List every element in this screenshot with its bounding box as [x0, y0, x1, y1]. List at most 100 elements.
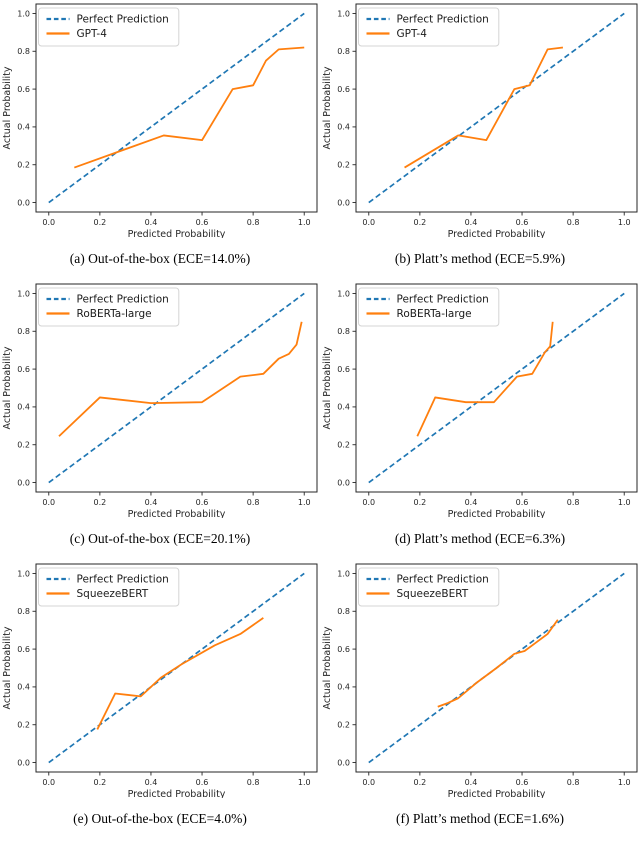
axis-ticks: 0.0 0.2 0.4 0.6 0.8 1.0 0.0 0.2 0.4 0.6 0.8 1.0 — [337, 289, 630, 507]
x-tick-label: 0.8 — [567, 498, 580, 507]
legend-label: RoBERTa-large — [397, 308, 472, 320]
legend-label: Perfect Prediction — [77, 14, 169, 26]
x-tick-label: 1.0 — [618, 498, 631, 507]
y-tick-label: 1.0 — [17, 9, 30, 18]
axes-spines — [355, 283, 638, 493]
y-axis-label: Actual Probability — [2, 346, 13, 429]
y-tick-label: 0.0 — [337, 758, 350, 767]
x-tick-label: 0.0 — [362, 498, 375, 507]
y-tick-label: 0.8 — [17, 47, 30, 56]
y-tick-label: 0.2 — [337, 441, 350, 450]
model-calibration-line — [404, 46, 564, 169]
perfect-prediction-line — [368, 292, 625, 484]
legend-label: RoBERTa-large — [77, 308, 152, 320]
panel-e: 0.0 0.2 0.4 0.6 0.8 1.0 0.0 0.2 0.4 0.6 0.8 1.0 Pred… — [0, 560, 320, 840]
x-tick-label: 0.8 — [567, 218, 580, 227]
x-tick-label: 0.4 — [145, 218, 158, 227]
x-tick-label: 0.4 — [465, 218, 478, 227]
y-tick-label: 0.2 — [17, 161, 30, 170]
x-tick-label: 0.6 — [196, 778, 209, 787]
x-tick-label: 0.4 — [465, 778, 478, 787]
x-tick-label: 1.0 — [618, 218, 631, 227]
x-tick-label: 0.6 — [516, 218, 529, 227]
x-tick-label: 0.8 — [247, 498, 260, 507]
x-axis-label: Predicted Probability — [448, 229, 546, 238]
y-tick-label: 0.0 — [17, 198, 30, 207]
legend: Perfect Prediction RoBERTa-large — [38, 287, 180, 327]
legend-box — [358, 7, 500, 47]
y-tick-label: 0.4 — [17, 683, 30, 692]
legend-box — [38, 287, 180, 327]
perfect-prediction-line — [48, 12, 305, 204]
panel-b: 0.0 0.2 0.4 0.6 0.8 1.0 0.0 0.2 0.4 0.6 0.8 1.0 Pred… — [320, 0, 640, 280]
y-tick-label: 0.8 — [337, 47, 350, 56]
legend-label: Perfect Prediction — [77, 574, 169, 586]
x-tick-label: 0.4 — [465, 498, 478, 507]
y-tick-label: 0.6 — [17, 85, 30, 94]
x-tick-label: 0.2 — [413, 778, 426, 787]
legend: Perfect Prediction SqueezeBERT — [38, 567, 180, 607]
y-tick-label: 0.0 — [17, 478, 30, 487]
axes-spines — [355, 3, 638, 213]
model-calibration-line — [74, 46, 305, 169]
axis-ticks: 0.0 0.2 0.4 0.6 0.8 1.0 0.0 0.2 0.4 0.6 0.8 1.0 — [17, 569, 310, 787]
y-tick-label: 0.8 — [17, 607, 30, 616]
x-tick-label: 0.8 — [567, 778, 580, 787]
x-tick-label: 0.8 — [247, 218, 260, 227]
y-axis-label: Actual Probability — [322, 626, 333, 709]
panel-d: 0.0 0.2 0.4 0.6 0.8 1.0 0.0 0.2 0.4 0.6 0.8 1.0 Pred… — [320, 280, 640, 560]
panel-c-caption: (c) Out-of-the-box (ECE=20.1%) — [69, 531, 251, 546]
panel-d-caption: (d) Platt’s method (ECE=6.3%) — [394, 531, 566, 546]
perfect-prediction-line — [48, 292, 305, 484]
perfect-prediction-line — [368, 12, 625, 204]
model-calibration-line — [437, 619, 559, 708]
y-tick-label: 0.2 — [337, 161, 350, 170]
legend: Perfect Prediction SqueezeBERT — [358, 567, 500, 607]
y-tick-label: 0.6 — [17, 645, 30, 654]
panel-e-caption: (e) Out-of-the-box (ECE=4.0%) — [73, 811, 247, 826]
y-axis-label: Actual Probability — [2, 66, 13, 149]
x-tick-label: 0.0 — [362, 778, 375, 787]
x-tick-label: 1.0 — [298, 218, 311, 227]
x-tick-label: 1.0 — [298, 498, 311, 507]
y-tick-label: 0.6 — [337, 645, 350, 654]
model-calibration-line — [58, 321, 303, 437]
x-axis-label: Predicted Probability — [128, 509, 226, 518]
x-tick-label: 0.4 — [145, 498, 158, 507]
legend-label: SqueezeBERT — [77, 588, 149, 600]
panel-a-caption: (a) Out-of-the-box (ECE=14.0%) — [69, 251, 251, 266]
model-calibration-line — [416, 321, 554, 437]
axes-spines — [35, 283, 318, 493]
legend-label: Perfect Prediction — [77, 294, 169, 306]
x-tick-label: 0.2 — [413, 498, 426, 507]
calibration-plot-a: 0.0 0.2 0.4 0.6 0.8 1.0 0.0 0.2 0.4 0.6 0.8 1.0 Pred… — [2, 3, 318, 238]
legend-box — [358, 287, 500, 327]
calibration-plot-c: 0.0 0.2 0.4 0.6 0.8 1.0 0.0 0.2 0.4 0.6 0.8 1.0 Pred… — [2, 283, 318, 518]
x-tick-label: 0.2 — [413, 218, 426, 227]
y-tick-label: 0.2 — [17, 441, 30, 450]
y-tick-label: 0.8 — [337, 327, 350, 336]
y-tick-label: 1.0 — [17, 569, 30, 578]
legend-label: Perfect Prediction — [397, 14, 489, 26]
axis-ticks: 0.0 0.2 0.4 0.6 0.8 1.0 0.0 0.2 0.4 0.6 0.8 1.0 — [17, 289, 310, 507]
x-axis-label: Predicted Probability — [448, 509, 546, 518]
y-axis-label: Actual Probability — [322, 346, 333, 429]
y-tick-label: 1.0 — [337, 569, 350, 578]
x-tick-label: 0.2 — [93, 778, 106, 787]
legend: Perfect Prediction RoBERTa-large — [358, 287, 500, 327]
legend-label: Perfect Prediction — [397, 294, 489, 306]
legend-label: Perfect Prediction — [397, 574, 489, 586]
y-tick-label: 0.4 — [337, 123, 350, 132]
y-axis-label: Actual Probability — [322, 66, 333, 149]
legend-box — [358, 567, 500, 607]
x-tick-label: 1.0 — [298, 778, 311, 787]
x-tick-label: 0.0 — [362, 218, 375, 227]
legend-box — [38, 567, 180, 607]
calibration-plot-f: 0.0 0.2 0.4 0.6 0.8 1.0 0.0 0.2 0.4 0.6 0.8 1.0 Pred… — [322, 563, 638, 798]
legend-box — [38, 7, 180, 47]
x-tick-label: 0.0 — [42, 498, 55, 507]
panel-f: 0.0 0.2 0.4 0.6 0.8 1.0 0.0 0.2 0.4 0.6 0.8 1.0 Pred… — [320, 560, 640, 840]
y-tick-label: 0.4 — [17, 403, 30, 412]
x-tick-label: 0.0 — [42, 218, 55, 227]
